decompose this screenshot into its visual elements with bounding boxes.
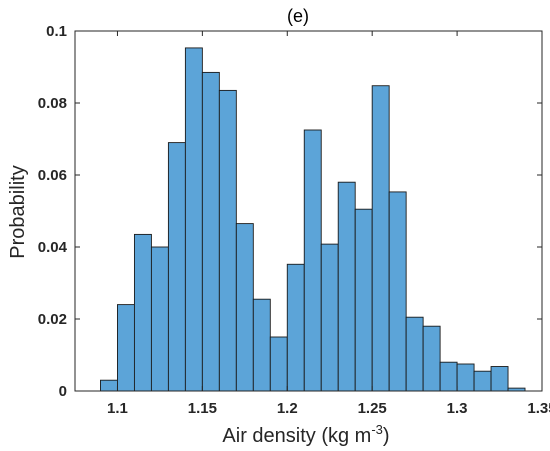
y-tick-label: 0.06 xyxy=(38,167,67,184)
histogram-bar xyxy=(490,366,509,392)
histogram-bar xyxy=(405,316,424,392)
histogram-bar xyxy=(337,181,356,392)
histogram-bar xyxy=(473,370,492,392)
histogram-bar xyxy=(117,304,135,392)
histogram-bar xyxy=(269,336,288,392)
histogram-bar xyxy=(201,71,220,392)
x-axis-label-suffix: ) xyxy=(383,425,390,447)
x-tick-label: 1.2 xyxy=(277,400,298,417)
x-tick-label: 1.25 xyxy=(358,400,387,417)
histogram-bar xyxy=(167,142,186,392)
histogram-bars xyxy=(100,47,526,392)
chart-title: (e) xyxy=(287,6,309,26)
histogram-bar xyxy=(150,246,169,392)
y-tick-label: 0.02 xyxy=(38,311,67,328)
x-tick-label: 1.3 xyxy=(447,400,468,417)
histogram-bar xyxy=(184,47,203,392)
histogram-bar xyxy=(354,208,373,392)
histogram-bar xyxy=(235,223,254,392)
y-tick-label: 0 xyxy=(59,383,67,400)
x-axis-ticks: 1.1 1.15 1.2 1.25 1.3 1.35 xyxy=(107,31,550,417)
y-axis-label: Probability xyxy=(7,165,29,258)
histogram-bar xyxy=(371,85,390,392)
y-tick-label: 0.1 xyxy=(46,23,67,40)
histogram-bar xyxy=(218,89,237,392)
x-tick-label: 1.1 xyxy=(107,400,128,417)
histogram-bar xyxy=(303,129,322,392)
histogram-bar xyxy=(456,363,475,392)
x-tick-label: 1.15 xyxy=(188,400,217,417)
histogram-bar xyxy=(252,298,271,392)
y-tick-label: 0.04 xyxy=(38,239,68,256)
histogram-bar xyxy=(133,233,152,392)
x-tick-label: 1.35 xyxy=(527,400,550,417)
histogram-bar xyxy=(100,379,118,392)
histogram-bar xyxy=(388,191,407,392)
histogram-bar xyxy=(422,325,441,392)
x-axis-label-exponent: -3 xyxy=(371,422,383,437)
histogram-bar xyxy=(320,243,339,392)
histogram-bar xyxy=(286,263,305,392)
y-axis-ticks: 0 0.02 0.04 0.06 0.08 0.1 xyxy=(38,23,542,400)
x-axis-label-main: Air density (kg m xyxy=(222,425,371,447)
histogram-bar xyxy=(439,361,458,392)
y-tick-label: 0.08 xyxy=(38,95,67,112)
plot-frame xyxy=(74,30,543,392)
x-axis-label: Air density (kg m-3) xyxy=(222,422,389,447)
